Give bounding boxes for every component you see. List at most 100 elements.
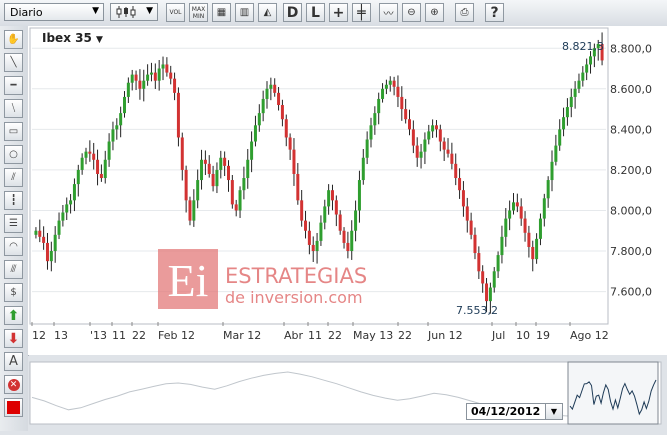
zoom-in-button[interactable]: ⊕ <box>425 3 444 22</box>
x-tick-label: 22 <box>398 329 412 342</box>
candle-body <box>600 43 604 61</box>
candle-body <box>485 283 489 302</box>
candle-body <box>342 230 346 243</box>
max-price-label: 8.821,3 <box>562 40 604 53</box>
candle-body <box>296 173 300 201</box>
candle-body <box>334 200 338 215</box>
instrument-title[interactable]: Ibex 35 <box>42 31 92 45</box>
instrument-dropdown-icon[interactable]: ▼ <box>96 35 103 45</box>
watermark-line2: de inversion.com <box>225 288 363 307</box>
text-tool-button[interactable]: A <box>4 352 23 371</box>
fan-icon: ⫻ <box>10 264 17 275</box>
price-chart[interactable]: Ei ESTRATEGIAS de inversion.com 8.800,0 8… <box>28 26 667 355</box>
candle-body <box>357 180 361 211</box>
l-label: L <box>311 4 320 21</box>
text-icon: A <box>9 354 18 369</box>
dollar-tool-button[interactable]: $ <box>4 283 23 302</box>
candle-body <box>573 88 577 97</box>
pan-tool-button[interactable]: ✋ <box>4 30 23 49</box>
candle-body <box>323 206 327 223</box>
chart-canvas: Ei ESTRATEGIAS de inversion.com 8.800,08… <box>29 27 652 342</box>
sell-arrow-button[interactable]: ⬇ <box>4 329 23 348</box>
pitchfork-tool-button[interactable]: ⫽ <box>4 168 23 187</box>
candle-body <box>465 206 469 221</box>
x-tick-label: 19 <box>536 329 550 342</box>
y-tick-label: 7.600,0 <box>610 286 652 299</box>
candle-body <box>319 222 323 241</box>
candle-body <box>338 214 342 231</box>
x-tick-label: 22 <box>328 329 342 342</box>
candle-body <box>161 64 165 69</box>
hline-tool-button[interactable]: ━ <box>4 76 23 95</box>
chart-type-select[interactable]: ▼ <box>110 3 158 21</box>
arrow-up-icon: ⬆ <box>7 307 20 324</box>
chevron-down-icon: ▼ <box>146 6 153 16</box>
grid-button[interactable]: ▦ <box>212 3 231 22</box>
navigator-canvas <box>29 361 662 425</box>
candle-body <box>207 163 211 174</box>
candle-body <box>234 204 238 211</box>
navigator-window[interactable] <box>567 361 659 425</box>
candle-body <box>134 74 138 81</box>
draw-line-button[interactable]: 〰 <box>379 3 398 22</box>
candle-body <box>307 230 311 245</box>
candle-body <box>169 72 173 79</box>
channel-tool-button[interactable]: ⧹ <box>4 99 23 118</box>
ellipse-tool-button[interactable]: ○ <box>4 145 23 164</box>
candle-body <box>527 232 531 247</box>
candle-body <box>153 72 157 81</box>
arc-icon: ◠ <box>9 241 18 252</box>
candle-body <box>165 64 169 73</box>
candle-body <box>508 210 512 219</box>
candle-body <box>300 200 304 221</box>
candle-body <box>562 117 566 130</box>
candle-body <box>538 218 542 239</box>
crosshair-button[interactable]: + <box>329 3 348 22</box>
help-button[interactable]: ? <box>485 3 504 22</box>
candle-body <box>477 253 481 272</box>
candle-body <box>519 206 523 219</box>
candle-body <box>381 88 385 99</box>
chevron-down-icon: ▼ <box>545 404 562 419</box>
bars-button[interactable]: ▥ <box>235 3 254 22</box>
l-button[interactable]: L <box>306 3 325 22</box>
candle-body <box>473 234 477 254</box>
printer-icon: ⎙ <box>460 7 469 18</box>
candle-body <box>592 48 596 57</box>
color-picker-button[interactable] <box>4 398 23 417</box>
fan-tool-button[interactable]: ⫻ <box>4 260 23 279</box>
candle-body <box>192 200 196 221</box>
x-tick-label: '13 <box>90 329 107 342</box>
candle-body <box>415 145 419 158</box>
d-button[interactable]: D <box>283 3 302 22</box>
maxmin-button[interactable]: MAX MIN <box>189 3 208 22</box>
crosshair-label-button[interactable]: ╪ <box>352 3 371 22</box>
candle-body <box>173 78 177 93</box>
buy-arrow-button[interactable]: ⬆ <box>4 306 23 325</box>
y-tick-label: 8.000,0 <box>610 204 652 217</box>
volume-button[interactable]: VOL <box>166 3 185 22</box>
watermark-logo-box <box>158 249 218 309</box>
zoom-out-button[interactable]: ⊖ <box>402 3 421 22</box>
delete-button[interactable]: ✕ <box>4 375 23 394</box>
fibonacci-tool-button[interactable]: ┇ <box>4 191 23 210</box>
area-button[interactable]: ◭ <box>258 3 277 22</box>
candle-body <box>230 180 234 205</box>
candle-body <box>184 169 188 201</box>
horizontal-line-icon: ━ <box>10 80 17 91</box>
date-select[interactable]: 04/12/2012 ▼ <box>466 403 563 420</box>
candle-body <box>458 178 462 191</box>
rectangle-tool-button[interactable]: ▭ <box>4 122 23 141</box>
x-tick-label: May 13 <box>353 329 393 342</box>
candle-body <box>288 137 292 150</box>
period-select[interactable]: Diario ▼ <box>4 3 104 21</box>
print-button[interactable]: ⎙ <box>455 3 474 22</box>
candle-body <box>346 242 350 252</box>
candle-body <box>242 178 246 191</box>
line-tool-button[interactable]: ╲ <box>4 53 23 72</box>
candle-body <box>38 230 42 237</box>
candle-body <box>558 129 562 146</box>
retracement-tool-button[interactable]: ☰ <box>4 214 23 233</box>
navigator-panel[interactable] <box>28 356 667 431</box>
arc-tool-button[interactable]: ◠ <box>4 237 23 256</box>
